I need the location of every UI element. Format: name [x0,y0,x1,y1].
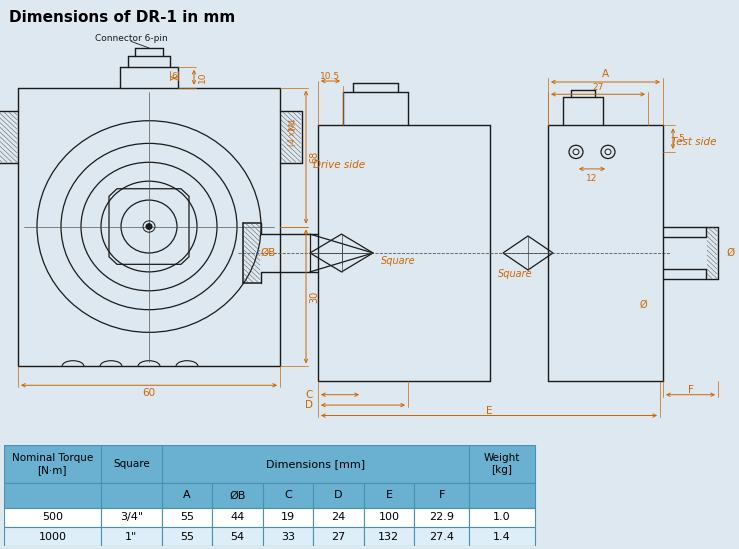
Text: (4 x): (4 x) [288,128,297,145]
Text: 1000: 1000 [38,531,67,542]
Text: C: C [284,490,292,501]
Text: E: E [486,406,492,416]
Bar [212,508,262,527]
Text: 1.4: 1.4 [493,531,511,542]
Text: Dimensions [mm]: Dimensions [mm] [266,459,365,469]
Text: ØB: ØB [260,248,276,258]
Text: 10: 10 [197,71,206,83]
Bar [414,527,469,546]
Text: Dimensions of DR-1 in mm: Dimensions of DR-1 in mm [9,10,235,25]
Bar [162,527,212,546]
Bar [364,527,414,546]
Text: D: D [334,490,343,501]
Bar [313,483,364,508]
Text: 54: 54 [231,531,245,542]
Text: Connector 6-pin: Connector 6-pin [95,34,167,43]
Text: 500: 500 [42,512,63,522]
Text: 6: 6 [171,72,177,81]
Bar [469,445,535,483]
Text: Nominal Torque
[N·m]: Nominal Torque [N·m] [12,453,93,475]
Bar [469,527,535,546]
Text: E: E [385,490,392,501]
Text: 55: 55 [180,531,194,542]
Bar [101,483,162,508]
Text: A: A [183,490,191,501]
Bar [101,508,162,527]
Bar [262,483,313,508]
Text: F: F [687,385,693,395]
Text: 1.0: 1.0 [493,512,511,522]
Text: 19: 19 [281,512,295,522]
Bar [4,508,101,527]
Text: C: C [306,390,313,400]
Text: 10.5: 10.5 [321,72,341,81]
Bar [414,483,469,508]
Text: 27: 27 [593,83,604,92]
Bar [212,527,262,546]
Bar [4,527,101,546]
Bar [364,483,414,508]
Bar [162,508,212,527]
Text: Ø: Ø [639,300,647,310]
Text: 132: 132 [378,531,400,542]
Bar [101,527,162,546]
Circle shape [146,223,152,229]
Text: 27: 27 [331,531,346,542]
Bar [4,483,101,508]
Bar [262,527,313,546]
Bar [101,445,162,483]
Bar [212,483,262,508]
Bar [469,483,535,508]
Text: 1": 1" [125,531,137,542]
Text: 30: 30 [309,290,319,302]
Text: Square: Square [498,269,533,279]
Text: D: D [305,400,313,410]
Text: Test side: Test side [671,137,717,148]
Text: Weight
[kg]: Weight [kg] [484,453,520,475]
Text: ØB: ØB [229,490,245,501]
Text: 55: 55 [180,512,194,522]
Bar [364,508,414,527]
Text: Square: Square [113,459,150,469]
Text: 27.4: 27.4 [429,531,454,542]
Bar [469,508,535,527]
Bar [162,483,212,508]
Text: 24: 24 [331,512,346,522]
Bar [414,508,469,527]
Bar [4,445,101,483]
Text: 60: 60 [143,388,156,398]
Text: A: A [602,69,609,80]
Bar [162,445,469,483]
Text: 22.9: 22.9 [429,512,454,522]
Text: 12: 12 [586,174,598,183]
Text: Drive side: Drive side [313,160,365,170]
Bar [313,508,364,527]
Text: 100: 100 [378,512,399,522]
Text: M4: M4 [288,117,297,130]
Text: 33: 33 [281,531,295,542]
Text: Ø: Ø [726,248,735,258]
Text: 3/4": 3/4" [120,512,143,522]
Text: F: F [438,490,445,501]
Bar [262,508,313,527]
Text: 44: 44 [231,512,245,522]
Text: 5: 5 [678,134,684,143]
Text: Square: Square [381,255,415,266]
Text: 68: 68 [309,151,319,163]
Bar [313,527,364,546]
